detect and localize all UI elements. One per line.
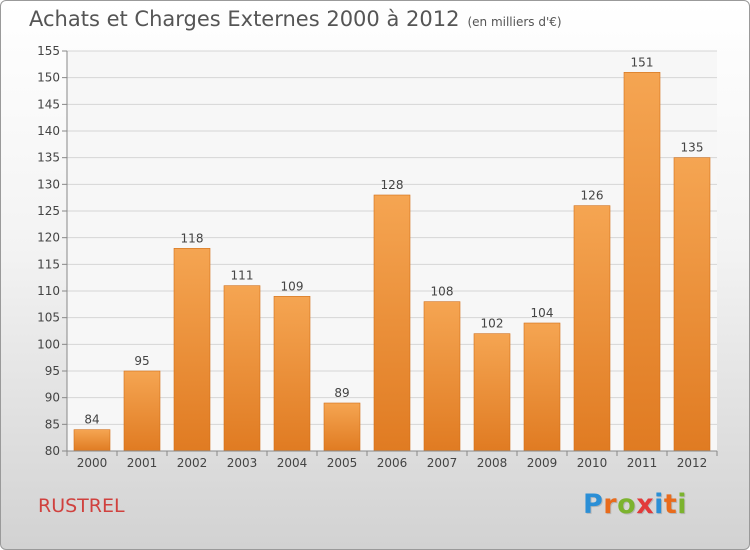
chart-title-text: Achats et Charges Externes 2000 à 2012 — [29, 7, 460, 31]
data-label-2004: 109 — [281, 279, 304, 293]
x-tick-label: 2001 — [127, 456, 158, 470]
logo-letter: i — [654, 489, 664, 520]
logo-letter: x — [636, 489, 655, 520]
y-tick-label: 95 — [45, 364, 60, 378]
bar-2001 — [123, 370, 161, 452]
axis-layer: 80 85 90 95 100 105 110 115 120 125 130 135 140 145 15… — [37, 44, 718, 470]
chart-title: Achats et Charges Externes 2000 à 2012 (e… — [29, 7, 562, 31]
bar-2005 — [323, 402, 361, 452]
bar-2000 — [73, 429, 111, 452]
data-label-2002: 118 — [181, 231, 204, 245]
proxiti-logo[interactable]: Proxiti — [583, 489, 687, 520]
data-label-2000: 84 — [84, 413, 99, 427]
data-label-2006: 128 — [381, 178, 404, 192]
x-tick-label: 2007 — [427, 456, 458, 470]
x-tick-label: 2004 — [277, 456, 308, 470]
data-label-2011: 151 — [631, 55, 654, 69]
data-label-2007: 108 — [431, 285, 454, 299]
y-tick-label: 145 — [37, 97, 60, 111]
x-tick-label: 2011 — [627, 456, 658, 470]
x-tick-label: 2010 — [577, 456, 608, 470]
commune-name: RUSTREL — [38, 495, 125, 517]
x-tick-label: 2009 — [527, 456, 558, 470]
data-label-2001: 95 — [134, 354, 149, 368]
data-label-2003: 111 — [231, 269, 254, 283]
y-tick-label: 105 — [37, 311, 60, 325]
bar-2012 — [673, 157, 711, 452]
bar-2003 — [223, 285, 261, 452]
y-tick-label: 135 — [37, 151, 60, 165]
x-tick-label: 2002 — [177, 456, 208, 470]
x-tick-label: 2006 — [377, 456, 408, 470]
y-tick-label: 100 — [37, 337, 60, 351]
bar-2009 — [523, 322, 561, 452]
data-label-2008: 102 — [481, 317, 504, 331]
y-tick-label: 85 — [45, 417, 60, 431]
bar-2011 — [623, 72, 661, 452]
y-tick-label: 140 — [37, 124, 60, 138]
x-tick-label: 2000 — [77, 456, 108, 470]
y-tick-label: 110 — [37, 284, 60, 298]
bar-2004 — [273, 296, 311, 452]
bar-layer: 84 95 118 111 109 89 128 108 102 104 126 151 135 — [73, 55, 711, 452]
y-tick-label: 115 — [37, 257, 60, 271]
data-label-2005: 89 — [334, 386, 349, 400]
y-tick-label: 90 — [45, 391, 60, 405]
y-tick-label: 120 — [37, 231, 60, 245]
bar-2006 — [373, 194, 411, 452]
y-tick-label: 155 — [37, 44, 60, 58]
logo-letter: o — [617, 489, 637, 520]
x-tick-label: 2005 — [327, 456, 358, 470]
y-tick-label: 80 — [45, 444, 60, 458]
bar-2007 — [423, 301, 461, 452]
bar-2008 — [473, 333, 511, 452]
bar-2010 — [573, 205, 611, 452]
logo-letter: t — [663, 489, 678, 520]
x-tick-label: 2012 — [677, 456, 708, 470]
data-label-2010: 126 — [581, 189, 604, 203]
x-tick-label: 2003 — [227, 456, 258, 470]
y-tick-label: 150 — [37, 71, 60, 85]
logo-letter: P — [583, 489, 604, 520]
data-label-2009: 104 — [531, 306, 554, 320]
chart-unit: (en milliers d'€) — [467, 15, 562, 29]
data-label-2012: 135 — [681, 141, 704, 155]
x-tick-label: 2008 — [477, 456, 508, 470]
y-tick-label: 130 — [37, 177, 60, 191]
logo-letter: r — [603, 489, 618, 520]
logo-letter: i — [677, 489, 688, 520]
bar-2002 — [173, 248, 211, 452]
y-tick-label: 125 — [37, 204, 60, 218]
